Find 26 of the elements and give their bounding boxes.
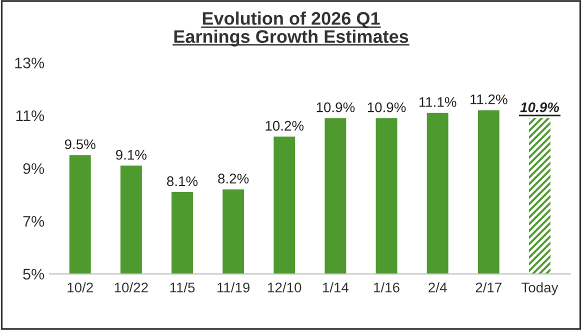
y-tick-label: 13% — [15, 58, 44, 68]
y-tick-label: 7% — [23, 216, 44, 227]
x-tick-label: 12/10 — [268, 282, 302, 292]
x-tick-label: 1/14 — [322, 282, 349, 292]
x-tick-label: 2/4 — [428, 282, 447, 292]
chart-title: Evolution of 2026 Q1 Earnings Growth Estimates — [174, 12, 408, 47]
data-label: 11.2% — [470, 94, 508, 104]
x-tick-label: 11/19 — [218, 282, 250, 292]
y-tick-label: 11% — [16, 110, 44, 122]
x-tick-label: 11/5 — [170, 282, 195, 292]
x-tick-label: Today — [522, 282, 558, 296]
x-tick-label: 10/22 — [114, 282, 148, 292]
data-label: 9.1% — [116, 150, 147, 160]
x-tick-label: 1/16 — [374, 282, 400, 292]
data-label: 9.5% — [64, 139, 96, 150]
data-label: 10.9% — [520, 102, 560, 112]
y-tick-label: 9% — [23, 163, 44, 174]
x-tick-label: 2/17 — [476, 282, 502, 292]
data-label: 8.1% — [167, 176, 198, 186]
y-tick-label: 5% — [23, 268, 44, 280]
data-label: 11.1% — [419, 97, 456, 107]
data-label: 8.2% — [218, 174, 249, 184]
data-label: 10.2% — [266, 120, 304, 131]
data-label: 10.9% — [368, 102, 406, 112]
x-tick-label: 10/2 — [68, 282, 93, 292]
data-label: 10.9% — [316, 102, 355, 112]
